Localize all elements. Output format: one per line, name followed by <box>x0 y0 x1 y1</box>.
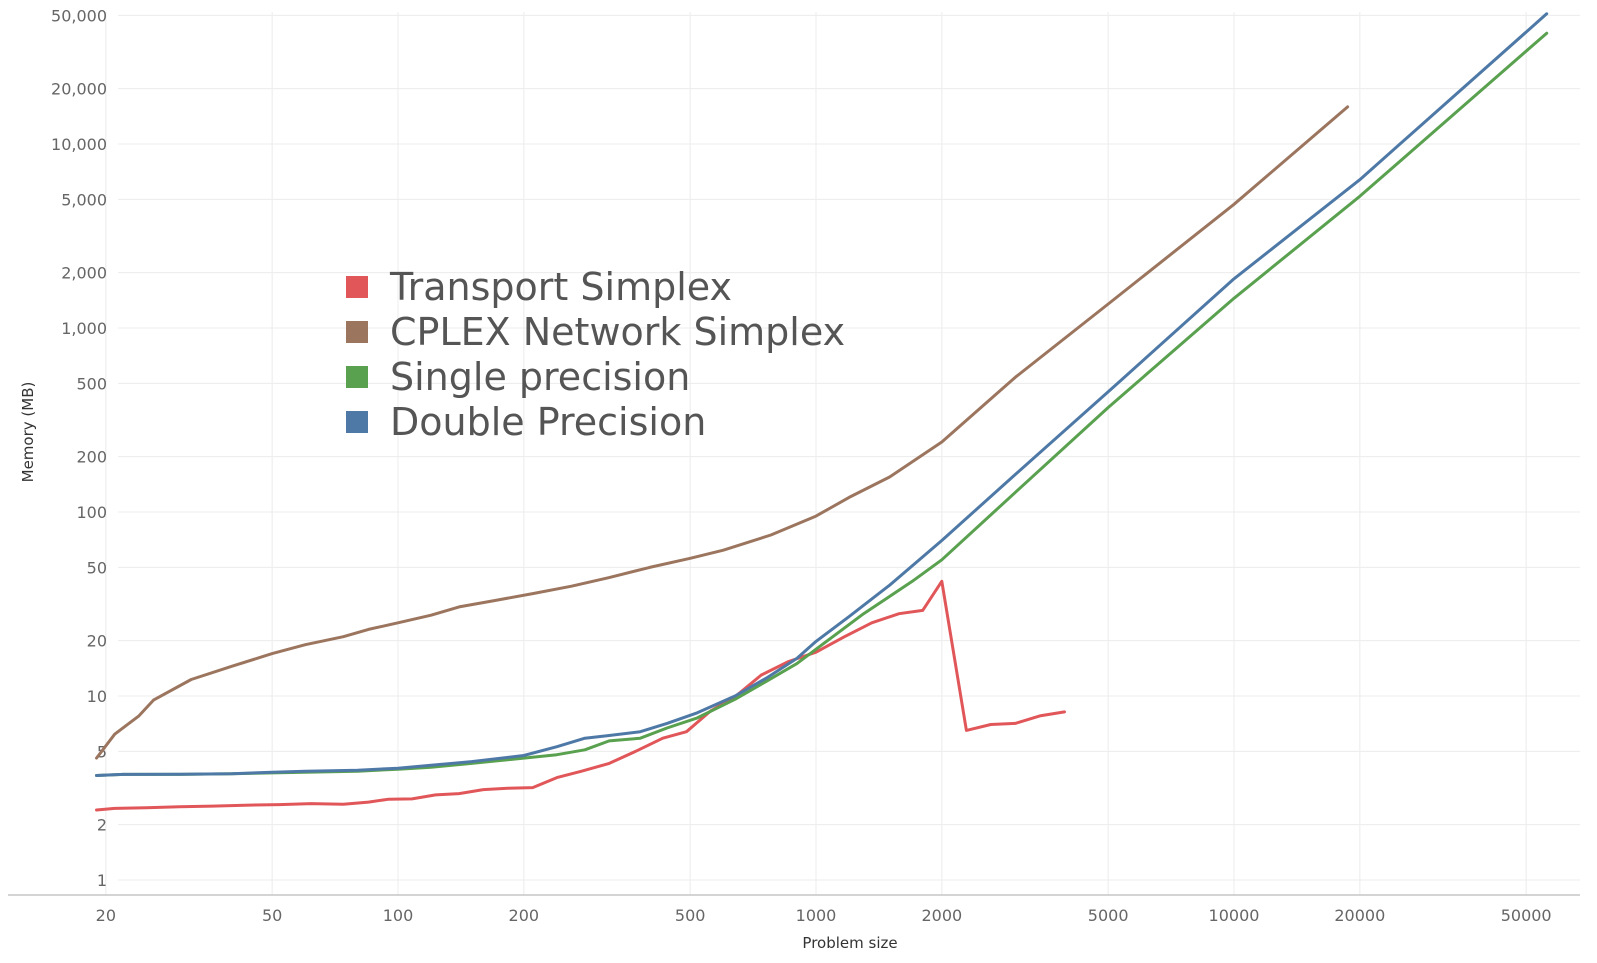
transport-simplexseries-line <box>95 579 1066 812</box>
double-precisionseries-line <box>95 12 1549 777</box>
x-axis-title: Problem size <box>802 934 897 952</box>
x-tick-label: 50 <box>262 906 282 925</box>
y-tick-label: 10 <box>87 687 107 706</box>
y-tick-label: 1,000 <box>61 319 107 338</box>
y-tick-label: 2 <box>97 816 107 835</box>
x-tick-label: 20000 <box>1334 906 1385 925</box>
y-axis-tick-labels: 1251020501002005001,0002,0005,00010,0002… <box>51 6 107 890</box>
y-tick-label: 10,000 <box>51 135 107 154</box>
x-gridlines <box>105 12 1527 895</box>
y-tick-label: 500 <box>76 374 107 393</box>
x-tick-label: 20 <box>96 906 116 925</box>
legend-label: Double Precision <box>390 400 706 444</box>
x-tick-label: 500 <box>675 906 706 925</box>
y-tick-label: 50 <box>87 558 107 577</box>
legend-swatch <box>346 276 368 298</box>
x-tick-label: 1000 <box>796 906 837 925</box>
y-tick-label: 2,000 <box>61 264 107 283</box>
y-gridlines <box>118 14 1580 881</box>
legend-label: CPLEX Network Simplex <box>390 310 845 354</box>
series-lines <box>95 12 1549 812</box>
x-tick-label: 50000 <box>1501 906 1552 925</box>
single-precisionseries-line <box>95 31 1549 777</box>
legend-label: Transport Simplex <box>389 265 732 309</box>
x-tick-label: 5000 <box>1088 906 1129 925</box>
x-axis-tick-labels: 20 50 100 200 500 1000 2000 5000 10000 20000 50000 <box>96 906 1552 925</box>
cplex-network-simplexseries-line <box>95 105 1350 760</box>
y-tick-label: 50,000 <box>51 6 107 25</box>
legend-label: Single precision <box>390 355 690 399</box>
legend-swatch <box>346 321 368 343</box>
x-tick-label: 2000 <box>921 906 962 925</box>
y-tick-label: 5,000 <box>61 190 107 209</box>
legend-swatch <box>346 366 368 388</box>
y-tick-label: 20,000 <box>51 80 107 99</box>
legend-swatch <box>346 411 368 433</box>
y-tick-label: 100 <box>76 503 107 522</box>
y-axis-title: Memory (MB) <box>19 382 37 483</box>
x-tick-label: 10000 <box>1209 906 1260 925</box>
x-tick-label: 100 <box>383 906 414 925</box>
y-tick-label: 20 <box>87 632 107 651</box>
y-tick-label: 1 <box>97 871 107 890</box>
y-tick-label: 200 <box>76 448 107 467</box>
x-tick-label: 200 <box>509 906 540 925</box>
